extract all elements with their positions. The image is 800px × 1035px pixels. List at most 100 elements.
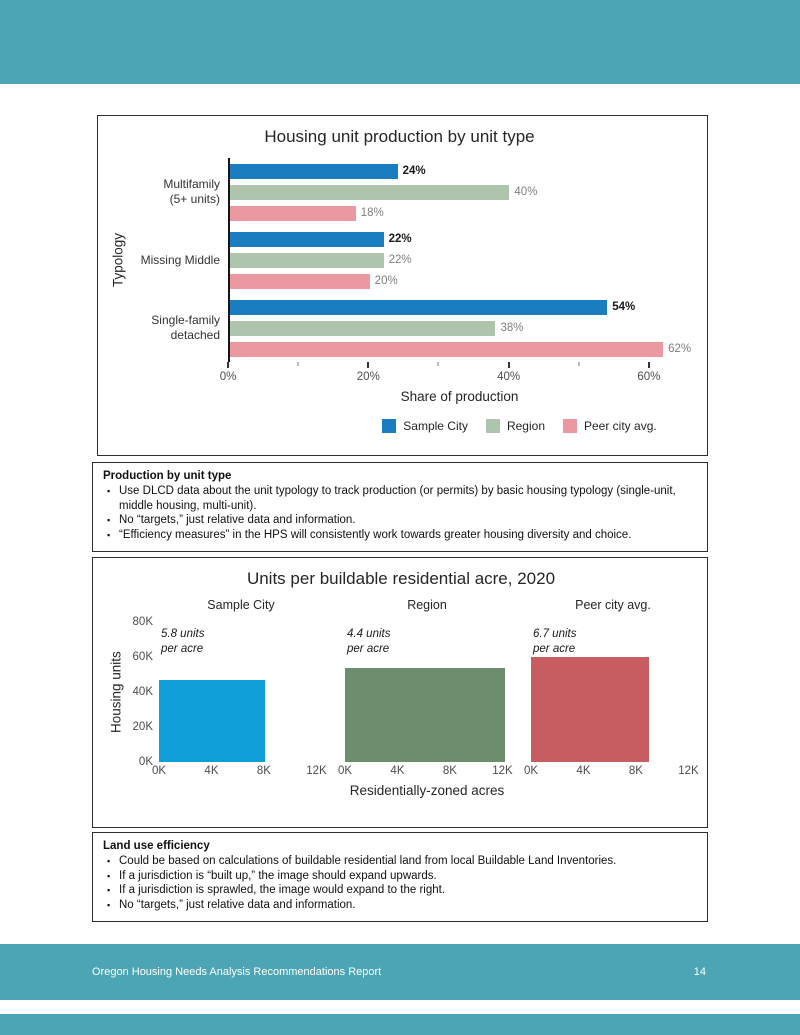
density-annotation: 5.8 units per acre — [161, 628, 205, 655]
bottom-edge-banner — [0, 1014, 800, 1035]
y-tick-label: 20K — [132, 721, 153, 733]
bar-peer-city-avg- — [230, 273, 370, 289]
bar-region — [230, 320, 496, 336]
bullet-item: ▪ If a jurisdiction is “built up,” the im… — [103, 869, 697, 884]
legend-item: Region — [485, 419, 545, 433]
bar-region — [230, 252, 384, 268]
bar-row: 62% — [230, 341, 691, 357]
bar-peer-city-avg- — [230, 205, 356, 221]
bar-group: 24% 40% 18% — [230, 158, 691, 226]
panel-plot: 5.8 units per acre — [159, 622, 323, 762]
bar-row: 24% — [230, 163, 691, 179]
x-tick-label: 4K — [390, 765, 405, 777]
bullet-icon: ▪ — [107, 870, 111, 881]
panel-title: Peer city avg. — [575, 598, 651, 612]
panel-title: Sample City — [207, 598, 275, 612]
bar-value-label: 24% — [402, 165, 426, 177]
legend-swatch — [382, 419, 397, 433]
y-tick-label: 60K — [132, 651, 153, 663]
bullet-item: ▪ No “targets,” just relative data and in… — [103, 898, 697, 913]
legend-label: Region — [506, 419, 545, 433]
y-tick-label: 40K — [132, 686, 153, 698]
bar-value-label: 40% — [514, 186, 538, 198]
x-tick-label: 4K — [576, 765, 591, 777]
bar-value-label: 20% — [374, 275, 398, 287]
legend-item: Peer city avg. — [563, 419, 657, 433]
bar-row: 20% — [230, 273, 691, 289]
notes2-bullets: ▪ Could be based on calculations of build… — [103, 854, 697, 913]
bullet-text: “Efficiency measures” in the HPS will co… — [119, 529, 632, 542]
axis-tick-label: 40% — [497, 371, 521, 383]
panel-x-ticks: 0K 4K 8K 12K — [338, 762, 513, 782]
axis-tick — [367, 362, 370, 368]
x-tick-label: 0K — [523, 765, 539, 777]
x-tick-label: 4K — [204, 765, 219, 777]
x-tick-label: 0K — [151, 765, 167, 777]
area-bar — [159, 679, 266, 762]
legend-swatch — [485, 419, 500, 433]
bullet-icon: ▪ — [107, 900, 111, 911]
legend-swatch — [563, 419, 577, 433]
chart2-y-ticks: 0K 20K 40K 60K 80K — [125, 616, 159, 768]
x-tick-label: 8K — [442, 765, 457, 777]
chart2-y-axis-label: Housing units — [108, 651, 124, 733]
bullet-icon: ▪ — [107, 530, 111, 541]
chart2-tick-row: 0K 4K 8K 12K 0K 4K 8K 12K 0K 4K 8K 12K — [152, 762, 699, 782]
chart1-y-axis-label: Typology — [110, 232, 126, 288]
bar-value-label: 54% — [612, 301, 636, 313]
footer-banner: Oregon Housing Needs Analysis Recommenda… — [0, 944, 800, 1000]
density-annotation: 4.4 units per acre — [347, 628, 391, 655]
legend-label: Sample City — [403, 419, 468, 433]
bar-value-label: 18% — [360, 207, 384, 219]
chart1-x-axis-label: Share of production — [400, 389, 519, 404]
notes-production-by-unit-type: Production by unit type ▪ Use DLCD data a… — [92, 462, 708, 552]
panel-plot: 4.4 units per acre — [345, 622, 509, 762]
bullet-icon: ▪ — [107, 856, 111, 866]
chart1-plot-column: 24% 40% 18% 22% 22% 20% 54% 38% 62% 0% 20% 40% 60% … — [220, 158, 691, 433]
bullet-item: ▪ If a jurisdiction is sprawled, the imag… — [103, 883, 697, 898]
axis-tick-label: 20% — [356, 371, 380, 383]
bar-row: 40% — [230, 184, 691, 200]
bullet-text: No “targets,” just relative data and inf… — [119, 899, 356, 912]
chart1-category-axis: Multifamily (5+ units) Missing Middle Sing… — [128, 158, 228, 433]
bar-row: 22% — [230, 231, 691, 247]
bar-sample-city — [230, 163, 398, 179]
bar-row: 54% — [230, 299, 691, 315]
x-tick-label: 12K — [306, 765, 327, 777]
bar-group: 22% 22% 20% — [230, 226, 691, 294]
bullet-icon: ▪ — [107, 515, 111, 526]
chart2-panel-titles: Sample City Region Peer city avg. — [159, 598, 695, 612]
density-annotation: 6.7 units per acre — [533, 628, 577, 655]
axis-minor-tick — [578, 362, 580, 366]
bar-peer-city-avg- — [230, 341, 664, 357]
y-tick-label: 0K — [138, 756, 153, 768]
notes1-title: Production by unit type — [103, 470, 232, 482]
chart2-body: Housing units 0K 20K 40K 60K 80K 5.8 units p… — [107, 616, 695, 768]
legend-label: Peer city avg. — [584, 419, 657, 433]
panel-x-ticks: 0K 4K 8K 12K — [152, 762, 327, 782]
x-tick-label: 8K — [256, 765, 271, 777]
chart2-x-axis-label: Residentially-zoned acres — [349, 783, 505, 798]
axis-tick — [507, 362, 510, 368]
axis-tick-label: 0% — [219, 371, 237, 383]
bar-value-label: 22% — [388, 254, 412, 266]
chart1-plot-area: 24% 40% 18% 22% 22% 20% 54% 38% 62% — [228, 158, 691, 362]
bullet-text: No “targets,” just relative data and inf… — [119, 514, 356, 527]
bullet-icon: ▪ — [107, 885, 111, 896]
bullet-text: If a jurisdiction is “built up,” the ima… — [119, 869, 437, 882]
bullet-icon: ▪ — [107, 486, 111, 496]
notes1-bullets: ▪ Use DLCD data about the unit typology t… — [103, 484, 697, 543]
chart1-title: Housing unit production by unit type — [264, 127, 535, 146]
x-tick-label: 12K — [492, 765, 513, 777]
bullet-item: ▪ Could be based on calculations of build… — [103, 854, 697, 869]
category-label: Single-family detached — [151, 313, 220, 342]
bar-sample-city — [230, 231, 384, 247]
notes-land-use-efficiency: Land use efficiency ▪ Could be based on c… — [92, 832, 708, 922]
panel-plot: 6.7 units per acre — [531, 622, 695, 762]
chart2-title: Units per buildable residential acre, 20… — [246, 569, 556, 588]
bullet-text: Could be based on calculations of builda… — [119, 855, 617, 867]
bar-sample-city — [230, 299, 608, 315]
category-label: Multifamily (5+ units) — [163, 177, 220, 206]
x-tick-label: 8K — [628, 765, 643, 777]
